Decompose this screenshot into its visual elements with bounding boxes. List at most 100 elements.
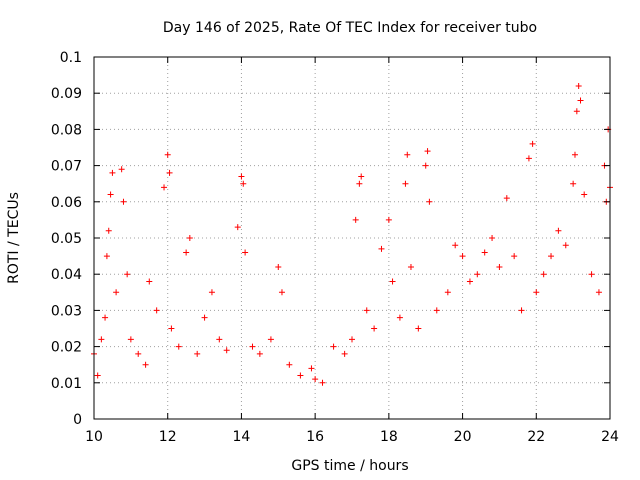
- data-point: [358, 173, 365, 180]
- data-point: [234, 224, 241, 231]
- y-tick-label: 0.07: [51, 159, 82, 175]
- data-point: [216, 336, 223, 343]
- data-point: [142, 361, 149, 368]
- data-point: [356, 180, 363, 187]
- data-point: [378, 245, 385, 252]
- data-point: [555, 227, 562, 234]
- x-axis-label: GPS time / hours: [291, 458, 408, 474]
- y-tick-label: 0.09: [51, 86, 82, 102]
- data-point: [308, 365, 315, 372]
- y-tick-label: 0.1: [60, 50, 82, 66]
- x-tick-label: 16: [306, 429, 324, 445]
- data-point: [496, 263, 503, 270]
- data-point: [109, 169, 116, 176]
- data-point: [267, 336, 274, 343]
- x-tick-label: 20: [454, 429, 472, 445]
- data-point: [525, 155, 532, 162]
- data-point: [120, 198, 127, 205]
- data-point: [118, 166, 125, 173]
- data-point: [238, 173, 245, 180]
- data-point: [94, 372, 101, 379]
- x-tick-label: 24: [601, 429, 619, 445]
- data-point: [415, 325, 422, 332]
- data-point: [459, 253, 466, 260]
- data-point: [481, 249, 488, 256]
- x-tick-label: 14: [233, 429, 251, 445]
- plot-frame: [93, 56, 611, 420]
- data-point: [194, 350, 201, 357]
- data-point: [164, 151, 171, 158]
- data-point: [312, 376, 319, 383]
- data-point: [511, 253, 518, 260]
- y-tick-label: 0.01: [51, 376, 82, 392]
- data-point: [127, 336, 134, 343]
- data-point: [575, 82, 582, 89]
- data-point: [223, 347, 230, 354]
- x-tick-label: 18: [380, 429, 398, 445]
- data-point: [98, 336, 105, 343]
- data-point: [371, 325, 378, 332]
- grid-lines: [94, 57, 610, 419]
- x-tick-labels: 10 12 14 16 18 20 22 24: [85, 429, 619, 445]
- y-tick-label: 0.08: [51, 122, 82, 138]
- x-tick-label: 22: [527, 429, 545, 445]
- data-point: [422, 162, 429, 169]
- data-point: [452, 242, 459, 249]
- data-point: [240, 180, 247, 187]
- data-point: [208, 289, 215, 296]
- data-point: [349, 336, 355, 343]
- data-point: [105, 227, 112, 234]
- data-point: [548, 253, 555, 260]
- data-point: [341, 350, 348, 357]
- data-point: [402, 180, 409, 187]
- data-point: [562, 242, 569, 249]
- data-point: [588, 271, 595, 278]
- x-tick-label: 12: [159, 429, 177, 445]
- data-point: [426, 198, 433, 205]
- data-point: [183, 249, 190, 256]
- data-point: [571, 151, 578, 158]
- data-point: [404, 151, 411, 158]
- data-point: [286, 361, 293, 368]
- data-point: [166, 169, 173, 176]
- data-point: [113, 289, 120, 296]
- data-point: [573, 108, 580, 115]
- data-point: [242, 249, 249, 256]
- data-point: [146, 278, 153, 285]
- y-tick-label: 0.03: [51, 303, 82, 319]
- data-point: [352, 216, 359, 223]
- data-point: [424, 148, 431, 155]
- data-point: [175, 343, 182, 350]
- data-point: [103, 253, 110, 260]
- axes: [93, 56, 611, 420]
- data-point: [474, 271, 481, 278]
- data-point: [489, 235, 496, 241]
- data-point: [570, 180, 577, 187]
- y-axis-label: ROTI / TECUs: [6, 192, 22, 284]
- y-tick-label: 0.02: [51, 340, 82, 356]
- data-point: [581, 191, 588, 198]
- data-point: [529, 140, 536, 147]
- data-point: [319, 379, 326, 386]
- data-point: [275, 263, 282, 270]
- data-point: [540, 271, 547, 278]
- y-tick-label: 0.06: [51, 195, 82, 211]
- data-point: [595, 289, 602, 296]
- y-tick-labels: 0 0.01 0.02 0.03 0.04 0.05 0.06 0.07 0.08 0.09 0.1: [51, 50, 82, 428]
- data-point: [297, 372, 304, 379]
- data-point: [533, 289, 540, 296]
- y-tick-label: 0.05: [51, 231, 82, 247]
- data-point: [102, 314, 109, 321]
- data-point: [577, 97, 584, 104]
- data-point: [124, 271, 131, 278]
- data-point: [168, 325, 175, 332]
- data-point: [433, 307, 440, 314]
- data-point: [186, 235, 193, 241]
- data-point: [518, 307, 525, 314]
- data-point: [385, 216, 392, 223]
- x-tick-label: 10: [85, 429, 103, 445]
- data-point: [256, 350, 263, 357]
- data-point: [153, 307, 160, 314]
- data-point: [363, 307, 370, 314]
